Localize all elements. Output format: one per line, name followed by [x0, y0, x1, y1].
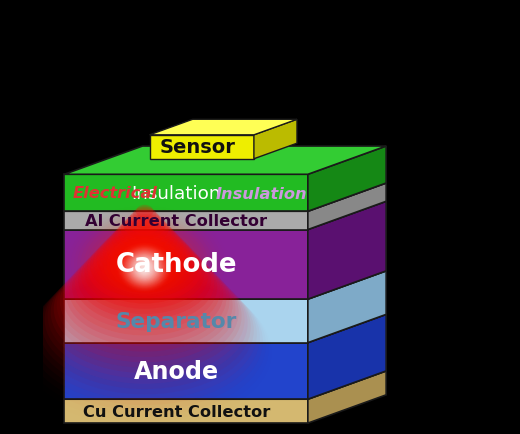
Ellipse shape [93, 231, 196, 293]
Polygon shape [308, 315, 386, 399]
Polygon shape [308, 147, 386, 212]
Text: Separator: Separator [115, 311, 237, 331]
Ellipse shape [126, 252, 163, 285]
Polygon shape [64, 343, 308, 399]
Text: Insulation: Insulation [132, 184, 221, 202]
Polygon shape [64, 271, 386, 299]
Ellipse shape [124, 213, 165, 240]
Polygon shape [64, 299, 308, 343]
Polygon shape [64, 184, 386, 212]
Ellipse shape [90, 233, 199, 299]
Ellipse shape [141, 264, 148, 273]
Ellipse shape [124, 250, 165, 286]
Ellipse shape [66, 248, 224, 341]
Ellipse shape [99, 228, 190, 283]
Ellipse shape [69, 247, 220, 336]
Ellipse shape [78, 241, 211, 320]
Ellipse shape [134, 258, 155, 279]
Text: Anode: Anode [134, 359, 219, 383]
Ellipse shape [84, 237, 205, 309]
Ellipse shape [129, 254, 160, 282]
Ellipse shape [60, 252, 229, 352]
Ellipse shape [63, 250, 226, 346]
Polygon shape [308, 371, 386, 423]
Ellipse shape [139, 262, 150, 274]
Polygon shape [64, 371, 386, 399]
Ellipse shape [116, 243, 173, 286]
Ellipse shape [120, 245, 170, 284]
Ellipse shape [109, 222, 181, 266]
Ellipse shape [127, 211, 162, 234]
Polygon shape [64, 202, 386, 230]
Text: Al Current Collector: Al Current Collector [85, 214, 267, 228]
Ellipse shape [97, 230, 192, 299]
Ellipse shape [118, 217, 172, 250]
Ellipse shape [96, 230, 193, 288]
Ellipse shape [54, 256, 236, 362]
Ellipse shape [132, 256, 158, 280]
Polygon shape [308, 184, 386, 230]
Ellipse shape [138, 261, 151, 275]
Ellipse shape [131, 255, 159, 281]
Polygon shape [64, 315, 386, 343]
Ellipse shape [94, 228, 196, 302]
Ellipse shape [50, 258, 239, 368]
Polygon shape [150, 120, 297, 135]
Text: Electrical: Electrical [73, 185, 158, 200]
Polygon shape [150, 135, 254, 159]
Ellipse shape [127, 253, 162, 284]
Polygon shape [64, 212, 308, 230]
Ellipse shape [136, 205, 153, 218]
Ellipse shape [136, 260, 153, 277]
Ellipse shape [107, 237, 183, 293]
Ellipse shape [103, 234, 186, 295]
Polygon shape [254, 120, 297, 159]
Ellipse shape [87, 235, 202, 304]
Ellipse shape [121, 215, 168, 245]
Polygon shape [64, 147, 386, 175]
Ellipse shape [137, 260, 152, 276]
Ellipse shape [81, 239, 208, 314]
Ellipse shape [112, 220, 178, 261]
Polygon shape [64, 399, 308, 423]
Ellipse shape [57, 254, 232, 357]
Ellipse shape [135, 259, 154, 278]
Ellipse shape [75, 243, 214, 325]
Text: Insulation: Insulation [215, 187, 307, 201]
Polygon shape [64, 230, 308, 299]
Polygon shape [64, 175, 308, 212]
Ellipse shape [90, 226, 199, 304]
Ellipse shape [123, 247, 166, 282]
Ellipse shape [133, 207, 157, 224]
Ellipse shape [128, 253, 161, 283]
Ellipse shape [133, 257, 157, 279]
Ellipse shape [110, 239, 179, 291]
Ellipse shape [106, 224, 184, 272]
Text: Sensor: Sensor [160, 138, 236, 157]
Ellipse shape [72, 244, 217, 330]
Ellipse shape [140, 263, 149, 273]
Ellipse shape [114, 218, 175, 256]
Ellipse shape [113, 241, 176, 289]
Ellipse shape [130, 209, 160, 229]
Ellipse shape [125, 251, 164, 286]
Polygon shape [308, 271, 386, 343]
Text: Cathode: Cathode [115, 252, 237, 278]
Ellipse shape [100, 232, 189, 297]
Ellipse shape [102, 226, 187, 277]
Text: Cu Current Collector: Cu Current Collector [83, 404, 270, 419]
Polygon shape [308, 202, 386, 299]
